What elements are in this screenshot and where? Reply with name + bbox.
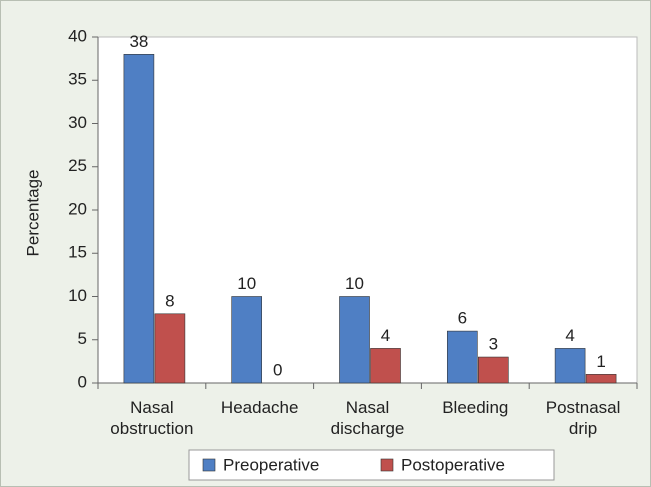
bar	[477, 356, 509, 384]
bar	[585, 374, 617, 384]
legend-swatch	[202, 458, 216, 472]
y-tick-label: 20	[68, 199, 87, 218]
bar	[339, 296, 370, 384]
bar	[446, 330, 478, 384]
legend-label: Preoperative	[223, 455, 319, 474]
bar	[123, 53, 155, 384]
x-tick-label: Headache	[220, 398, 299, 417]
data-label: 10	[345, 274, 364, 293]
y-axis-label: Percentage	[23, 170, 42, 257]
data-label: 4	[565, 326, 574, 345]
y-tick-label: 30	[68, 113, 87, 132]
y-tick-label: 25	[68, 156, 87, 175]
x-tick-label: Nasal discharge	[330, 398, 405, 438]
data-label: 10	[237, 274, 256, 293]
x-tick-label: Nasal obstruction	[110, 398, 194, 438]
data-label: 38	[129, 32, 148, 51]
data-label: 4	[381, 326, 390, 345]
legend-swatch	[380, 458, 394, 472]
data-label: 0	[273, 360, 282, 379]
x-tick-label: Bleeding	[442, 398, 509, 417]
bar	[554, 348, 586, 384]
data-label: 6	[458, 309, 467, 328]
data-label: 3	[489, 335, 498, 354]
y-tick-label: 0	[78, 372, 87, 391]
legend-label: Postoperative	[401, 455, 505, 474]
y-tick-label: 5	[78, 329, 87, 348]
data-label: 1	[596, 352, 605, 371]
y-tick-label: 10	[68, 286, 87, 305]
bar	[370, 348, 401, 384]
bar	[231, 296, 262, 384]
data-label: 8	[165, 291, 174, 310]
y-tick-label: 35	[68, 70, 87, 89]
legend-box	[188, 449, 555, 481]
x-tick-label: Postnasal drip	[545, 398, 621, 438]
bar	[154, 313, 186, 384]
y-tick-label: 40	[68, 26, 87, 45]
y-tick-label: 15	[68, 243, 87, 262]
